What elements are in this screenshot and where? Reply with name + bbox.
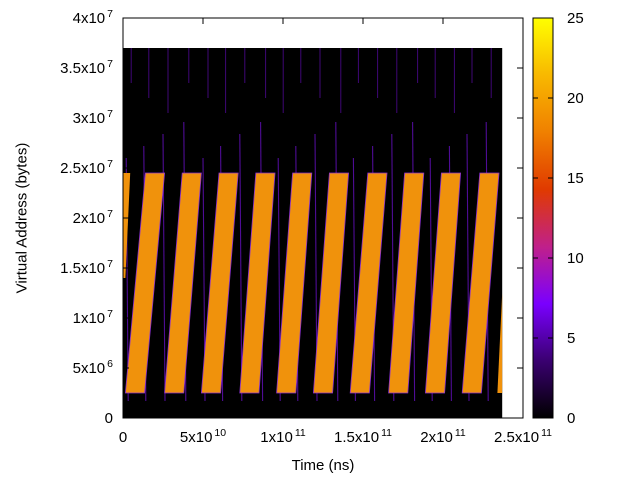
y-tick-label: 3x10 7	[73, 108, 114, 127]
heatmap-band	[239, 172, 276, 394]
y-tick-label: 3.5x10 7	[60, 58, 113, 77]
heatmap-band	[124, 172, 166, 394]
heatmap-band	[461, 172, 500, 394]
y-tick-label: 2x10 7	[73, 208, 114, 227]
x-tick-label: 2.5x10 11	[494, 427, 552, 446]
y-tick-label: 1x10 7	[73, 308, 114, 327]
x-axis-label: Time (ns)	[292, 457, 355, 474]
colorbar-tick-label: 0	[567, 410, 575, 427]
axis-ticks: 0 5x10 10 1x10 11 1.5x10 11 2x10 11 2.5x10 11 0 5x10…	[60, 8, 552, 446]
heatmap-band	[312, 172, 350, 394]
heatmap-band-edge	[123, 173, 131, 278]
y-tick-label: 4x10 7	[73, 8, 114, 27]
colorbar-tick-label: 15	[567, 170, 584, 187]
colorbar-tick-label: 5	[567, 330, 575, 347]
colorbar-tick-label: 20	[567, 90, 584, 107]
colorbar: 0 5 10 15 20 25	[532, 10, 584, 427]
x-tick-label: 0	[119, 429, 127, 446]
plot-area	[123, 48, 503, 418]
heatmap-band	[388, 172, 425, 394]
colorbar-tick-label: 10	[567, 250, 584, 267]
x-tick-label: 1x10 11	[260, 427, 306, 446]
y-tick-label: 0	[105, 410, 113, 427]
heatmap-band	[164, 172, 202, 394]
x-tick-label: 5x10 10	[180, 427, 226, 446]
heatmap-band	[424, 172, 462, 394]
y-tick-label: 5x10 6	[73, 358, 114, 377]
heatmap-band	[200, 172, 239, 394]
colorbar-tick-label: 25	[567, 10, 584, 27]
heatmap-band-edge	[497, 293, 503, 393]
y-tick-label: 1.5x10 7	[60, 258, 113, 277]
y-axis-label: Virtual Address (bytes)	[13, 143, 30, 294]
heatmap-band	[276, 172, 313, 394]
colorbar-gradient	[532, 17, 554, 419]
x-tick-label: 1.5x10 11	[334, 427, 392, 446]
heatmap-spike	[239, 133, 243, 402]
heatmap-band	[349, 172, 388, 394]
x-tick-label: 2x10 11	[420, 427, 466, 446]
y-tick-label: 2.5x10 7	[60, 158, 113, 177]
